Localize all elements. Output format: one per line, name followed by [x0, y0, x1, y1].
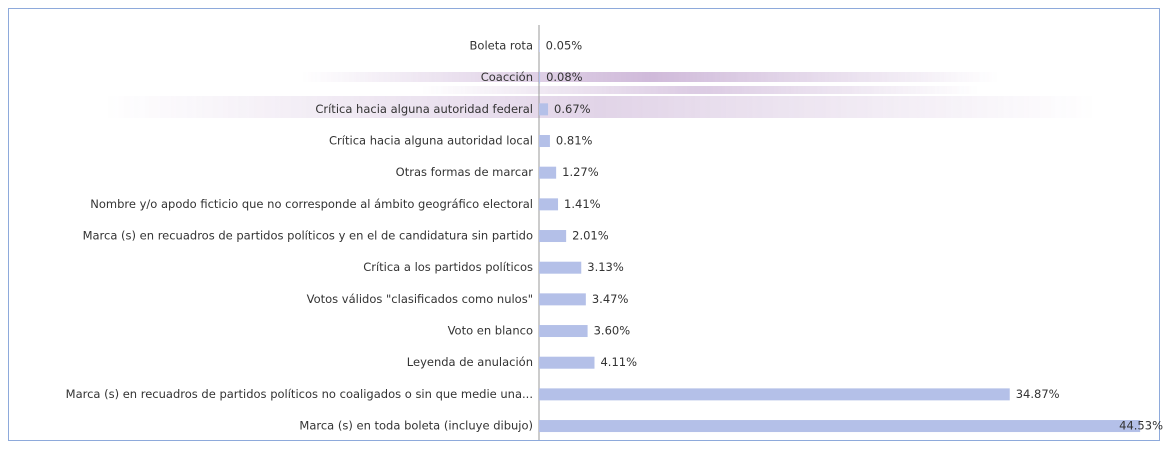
bar	[539, 40, 540, 52]
category-label: Leyenda de anulación	[407, 355, 533, 369]
category-label: Coacción	[481, 70, 533, 84]
bar	[539, 388, 1010, 400]
bar	[539, 230, 566, 242]
category-label: Crítica hacia alguna autoridad local	[329, 134, 533, 148]
value-label: 0.81%	[556, 134, 593, 148]
category-label: Crítica a los partidos políticos	[363, 260, 533, 274]
bar	[539, 135, 550, 147]
bar	[539, 167, 556, 179]
bar	[539, 325, 588, 337]
value-label: 4.11%	[600, 355, 637, 369]
bar	[539, 198, 558, 210]
value-label: 34.87%	[1016, 387, 1060, 401]
value-label: 0.05%	[546, 39, 583, 53]
value-label: 44.53%	[1119, 419, 1163, 433]
value-label: 3.13%	[587, 260, 624, 274]
value-label: 0.08%	[546, 70, 583, 84]
category-label: Boleta rota	[470, 39, 533, 53]
bar	[539, 420, 1140, 432]
category-label: Voto en blanco	[448, 324, 533, 338]
category-label: Otras formas de marcar	[396, 165, 534, 179]
value-label: 1.41%	[564, 197, 601, 211]
chart: Boleta rota 0.05% Coacción 0.08% Crítica hac…	[0, 0, 1164, 457]
value-label: 0.67%	[554, 102, 591, 116]
bar	[539, 293, 586, 305]
value-label: 3.60%	[594, 324, 631, 338]
category-label: Votos válidos "clasificados como nulos"	[307, 292, 533, 306]
value-label: 3.47%	[592, 292, 629, 306]
category-label: Marca (s) en recuadros de partidos polít…	[66, 387, 533, 401]
bar	[539, 262, 581, 274]
value-label: 2.01%	[572, 229, 609, 243]
value-label: 1.27%	[562, 165, 599, 179]
category-label: Marca (s) en recuadros de partidos polít…	[83, 229, 533, 243]
bar	[539, 357, 594, 369]
bar	[539, 72, 540, 84]
category-label: Nombre y/o apodo ficticio que no corresp…	[90, 197, 533, 211]
bar	[539, 103, 548, 115]
category-label: Crítica hacia alguna autoridad federal	[315, 102, 533, 116]
category-label: Marca (s) en toda boleta (incluye dibujo…	[299, 419, 533, 433]
